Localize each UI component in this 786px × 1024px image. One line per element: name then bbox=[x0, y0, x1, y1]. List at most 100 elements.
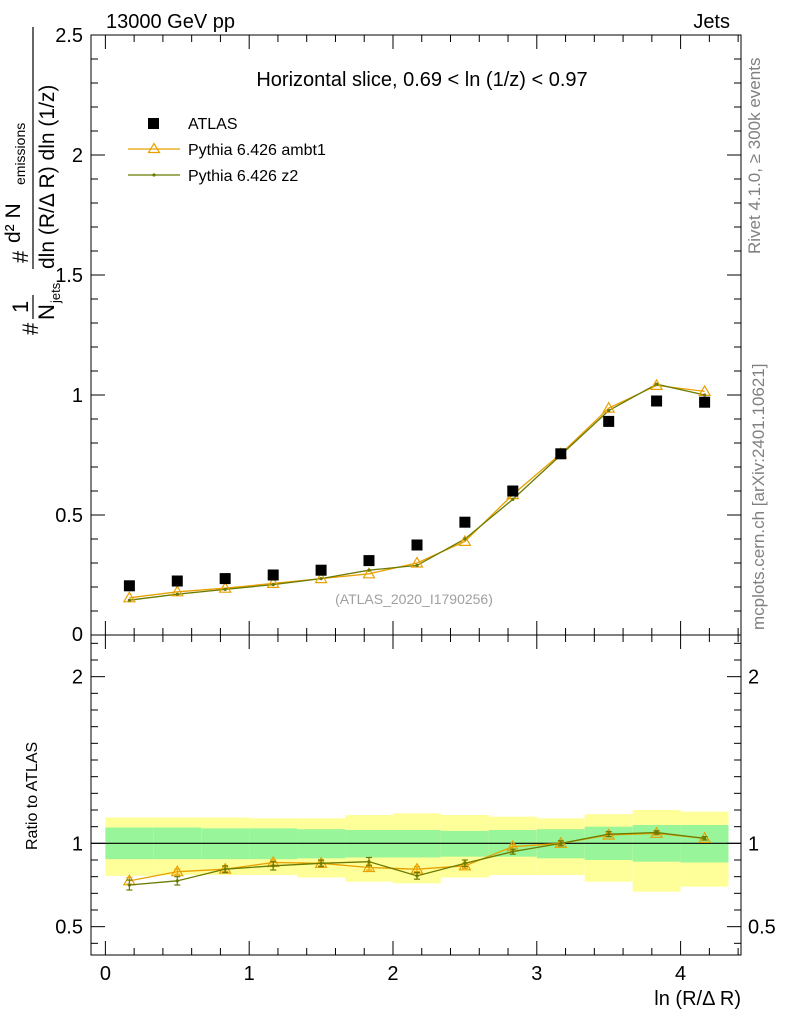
legend-label-z2: Pythia 6.426 z2 bbox=[188, 168, 298, 185]
x-tick-label: 2 bbox=[387, 963, 398, 985]
legend-marker-ambt1 bbox=[147, 142, 161, 154]
ratio-z2-point bbox=[415, 874, 419, 878]
analysis-watermark: (ATLAS_2020_I1790256) bbox=[335, 591, 493, 607]
ratio-z2-point bbox=[559, 841, 563, 845]
z2-point bbox=[463, 537, 467, 541]
atlas-point bbox=[651, 395, 663, 407]
main-y-tick-label: 2 bbox=[72, 145, 83, 167]
ratio-z2-point bbox=[654, 830, 659, 835]
legend-label-ambt1: Pythia 6.426 ambt1 bbox=[188, 142, 326, 159]
atlas-point bbox=[555, 448, 567, 460]
header-jets-label: Jets bbox=[693, 11, 730, 33]
ambt1-point bbox=[362, 567, 376, 579]
ratio-ambt1-point bbox=[314, 856, 328, 868]
ambt1-point bbox=[602, 401, 616, 413]
ratio-y-tick-label: 1 bbox=[72, 833, 83, 855]
y-label-left-hash: # bbox=[18, 322, 43, 335]
main-y-tick-label: 0.5 bbox=[55, 505, 83, 527]
z2-point bbox=[654, 382, 659, 386]
ratio-ambt1-point bbox=[458, 859, 472, 871]
z2-point bbox=[511, 497, 515, 501]
y-label-one: 1 bbox=[8, 301, 33, 313]
main-title: Horizontal slice, 0.69 < ln (1/z) < 0.97 bbox=[256, 69, 587, 91]
x-tick-label: 4 bbox=[675, 963, 686, 985]
ambt1-point bbox=[266, 576, 280, 589]
ratio-z2-point bbox=[127, 883, 131, 887]
atlas-point bbox=[219, 573, 231, 585]
z2-point bbox=[175, 592, 179, 596]
y-label-emissions: emissions bbox=[12, 123, 28, 185]
legend-marker-z2 bbox=[152, 173, 156, 177]
atlas-point bbox=[267, 569, 279, 581]
z2-point bbox=[607, 409, 611, 413]
main-y-axis-label: # 1 N jets # d² N emissions dln (R/Δ R) … bbox=[2, 27, 63, 335]
main-y-tick-label: 1.5 bbox=[55, 265, 83, 287]
ratio-z2-point bbox=[271, 864, 275, 868]
atlas-point bbox=[123, 580, 135, 592]
x-axis-label: ln (R/Δ R) bbox=[654, 988, 741, 1010]
main-y-tick-label: 1 bbox=[72, 385, 83, 407]
ambt1-point bbox=[218, 581, 232, 593]
atlas-point bbox=[459, 516, 471, 528]
ratio-z2-point bbox=[367, 860, 371, 864]
ratio-y-tick-label-right: 0.5 bbox=[748, 917, 776, 939]
atlas-point bbox=[507, 485, 519, 497]
y-label-n: N bbox=[34, 304, 59, 320]
x-tick-label: 0 bbox=[100, 963, 111, 985]
z2-point bbox=[367, 568, 371, 572]
ratio-z2-point bbox=[607, 832, 611, 836]
y-label-d2n: d² N bbox=[2, 203, 25, 243]
legend-label-atlas: ATLAS bbox=[188, 116, 238, 133]
y-label-top-hash: # bbox=[8, 250, 33, 263]
main-panel: 0.5 1 1.5 2 2.5 0 Horizontal slice, 0.69 < ln… bbox=[2, 25, 742, 646]
rivet-version-label: Rivet 4.1.0, ≥ 300k events bbox=[745, 58, 764, 254]
ambt1-point bbox=[314, 571, 328, 584]
z2-point bbox=[415, 563, 419, 568]
atlas-point bbox=[603, 415, 615, 427]
ratio-ambt1-point bbox=[362, 860, 376, 873]
z2-point bbox=[319, 577, 323, 581]
legend-entry-ambt1: Pythia 6.426 ambt1 bbox=[128, 142, 326, 159]
ratio-axes: 0.5 0.5 1 1 2 2 0 1 2 3 4 bbox=[55, 635, 776, 985]
atlas-point bbox=[315, 564, 327, 576]
ratio-y-tick-label: 2 bbox=[72, 667, 83, 689]
ratio-z2-point bbox=[463, 861, 467, 865]
main-data-layer bbox=[122, 378, 712, 603]
y-label-denominator: dln (R/Δ R) dln (1/z) bbox=[36, 85, 59, 269]
z2-point bbox=[127, 598, 131, 602]
atlas-point bbox=[171, 575, 183, 587]
z2-point bbox=[703, 393, 707, 397]
atlas-point bbox=[411, 539, 423, 551]
ratio-y-axis-label: Ratio to ATLAS bbox=[24, 742, 41, 850]
legend: ATLAS Pythia 6.426 ambt1 Pythia 6.426 z2 bbox=[128, 116, 326, 185]
ratio-z2-point bbox=[319, 861, 323, 865]
header-process-label: 13000 GeV pp bbox=[106, 11, 235, 33]
ratio-y-tick-label: 0.5 bbox=[55, 917, 83, 939]
ratio-z2-point bbox=[703, 836, 707, 840]
legend-entry-z2: Pythia 6.426 z2 bbox=[128, 168, 298, 185]
ratio-data-layer bbox=[122, 826, 712, 891]
atlas-point bbox=[699, 396, 711, 408]
x-tick-label: 1 bbox=[244, 963, 255, 985]
ratio-panel: 0.5 0.5 1 1 2 2 0 1 2 3 4 Ratio to ATLAS ln (R/Δ R… bbox=[24, 634, 776, 1010]
z2-line bbox=[129, 383, 705, 601]
ambt1-point bbox=[650, 378, 664, 390]
main-y-tick-label: 2.5 bbox=[55, 25, 83, 47]
legend-marker-atlas bbox=[148, 118, 159, 129]
y-label-jets: jets bbox=[48, 282, 63, 304]
x-tick-label: 3 bbox=[531, 963, 542, 985]
main-axes: 0.5 1 1.5 2 2.5 0 bbox=[55, 25, 741, 646]
atlas-point bbox=[363, 555, 375, 567]
ratio-frame bbox=[90, 634, 742, 956]
z2-point bbox=[271, 583, 275, 587]
ratio-y-tick-label-right: 2 bbox=[748, 667, 759, 689]
ratio-y-tick-label-right: 1 bbox=[748, 833, 759, 855]
ratio-z2-point bbox=[511, 850, 515, 854]
ratio-z2-point bbox=[175, 879, 179, 883]
mcplots-reference-label: mcplots.cern.ch [arXiv:2401.10621] bbox=[749, 364, 768, 630]
z2-point bbox=[223, 587, 227, 592]
ratio-z2-point bbox=[223, 867, 227, 871]
ambt1-point bbox=[458, 534, 472, 547]
legend-entry-atlas: ATLAS bbox=[148, 116, 238, 133]
